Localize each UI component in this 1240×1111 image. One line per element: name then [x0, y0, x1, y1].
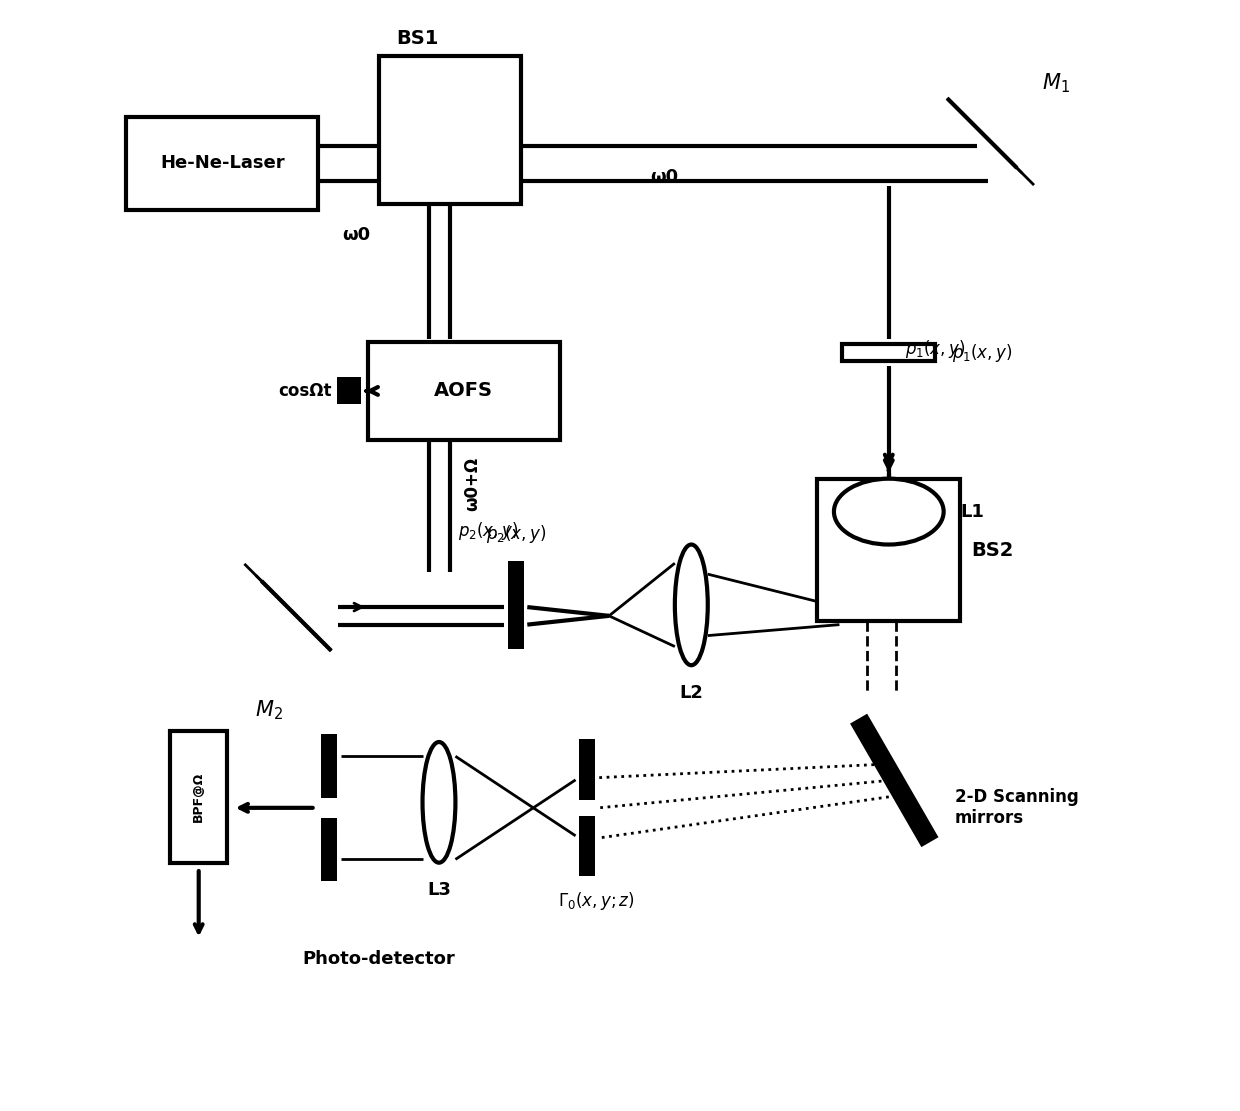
Text: $M_2$: $M_2$	[255, 698, 283, 722]
Bar	[337, 377, 361, 404]
Bar	[378, 57, 521, 204]
Bar	[579, 739, 595, 800]
Text: He-Ne-Laser: He-Ne-Laser	[160, 154, 285, 172]
Text: ω0+Ω: ω0+Ω	[463, 457, 481, 511]
Text: $M_1$: $M_1$	[1043, 71, 1070, 94]
Text: $p_2(x,y)$: $p_2(x,y)$	[486, 522, 546, 544]
Ellipse shape	[423, 742, 455, 862]
Bar	[321, 818, 337, 881]
Text: $p_1(x,y)$: $p_1(x,y)$	[952, 341, 1012, 363]
Polygon shape	[851, 713, 939, 847]
Text: 2-D Scanning
mirrors: 2-D Scanning mirrors	[955, 789, 1079, 828]
Bar	[170, 731, 227, 862]
Bar	[368, 341, 559, 440]
Text: BS2: BS2	[971, 541, 1013, 560]
Text: L1: L1	[960, 502, 985, 521]
Bar	[842, 344, 935, 361]
Text: L2: L2	[680, 684, 703, 702]
Bar	[321, 734, 337, 798]
Text: BPF@Ω: BPF@Ω	[192, 772, 205, 822]
Text: $p_1(x,y)$: $p_1(x,y)$	[905, 338, 966, 360]
Bar	[126, 117, 319, 210]
Ellipse shape	[835, 479, 944, 544]
Text: ω0: ω0	[650, 168, 678, 186]
Text: AOFS: AOFS	[434, 381, 494, 400]
Text: ω0: ω0	[342, 227, 371, 244]
Text: cosΩt: cosΩt	[278, 382, 331, 400]
Bar	[817, 479, 960, 621]
Text: BS1: BS1	[397, 29, 439, 48]
Ellipse shape	[675, 544, 708, 665]
Text: Photo-detector: Photo-detector	[303, 950, 455, 969]
Text: $p_2(x,y)$: $p_2(x,y)$	[459, 520, 518, 542]
Bar	[579, 817, 595, 877]
Text: $\Gamma_0(x,y;z)$: $\Gamma_0(x,y;z)$	[558, 890, 634, 911]
Bar	[507, 561, 525, 649]
Text: L3: L3	[427, 881, 451, 899]
